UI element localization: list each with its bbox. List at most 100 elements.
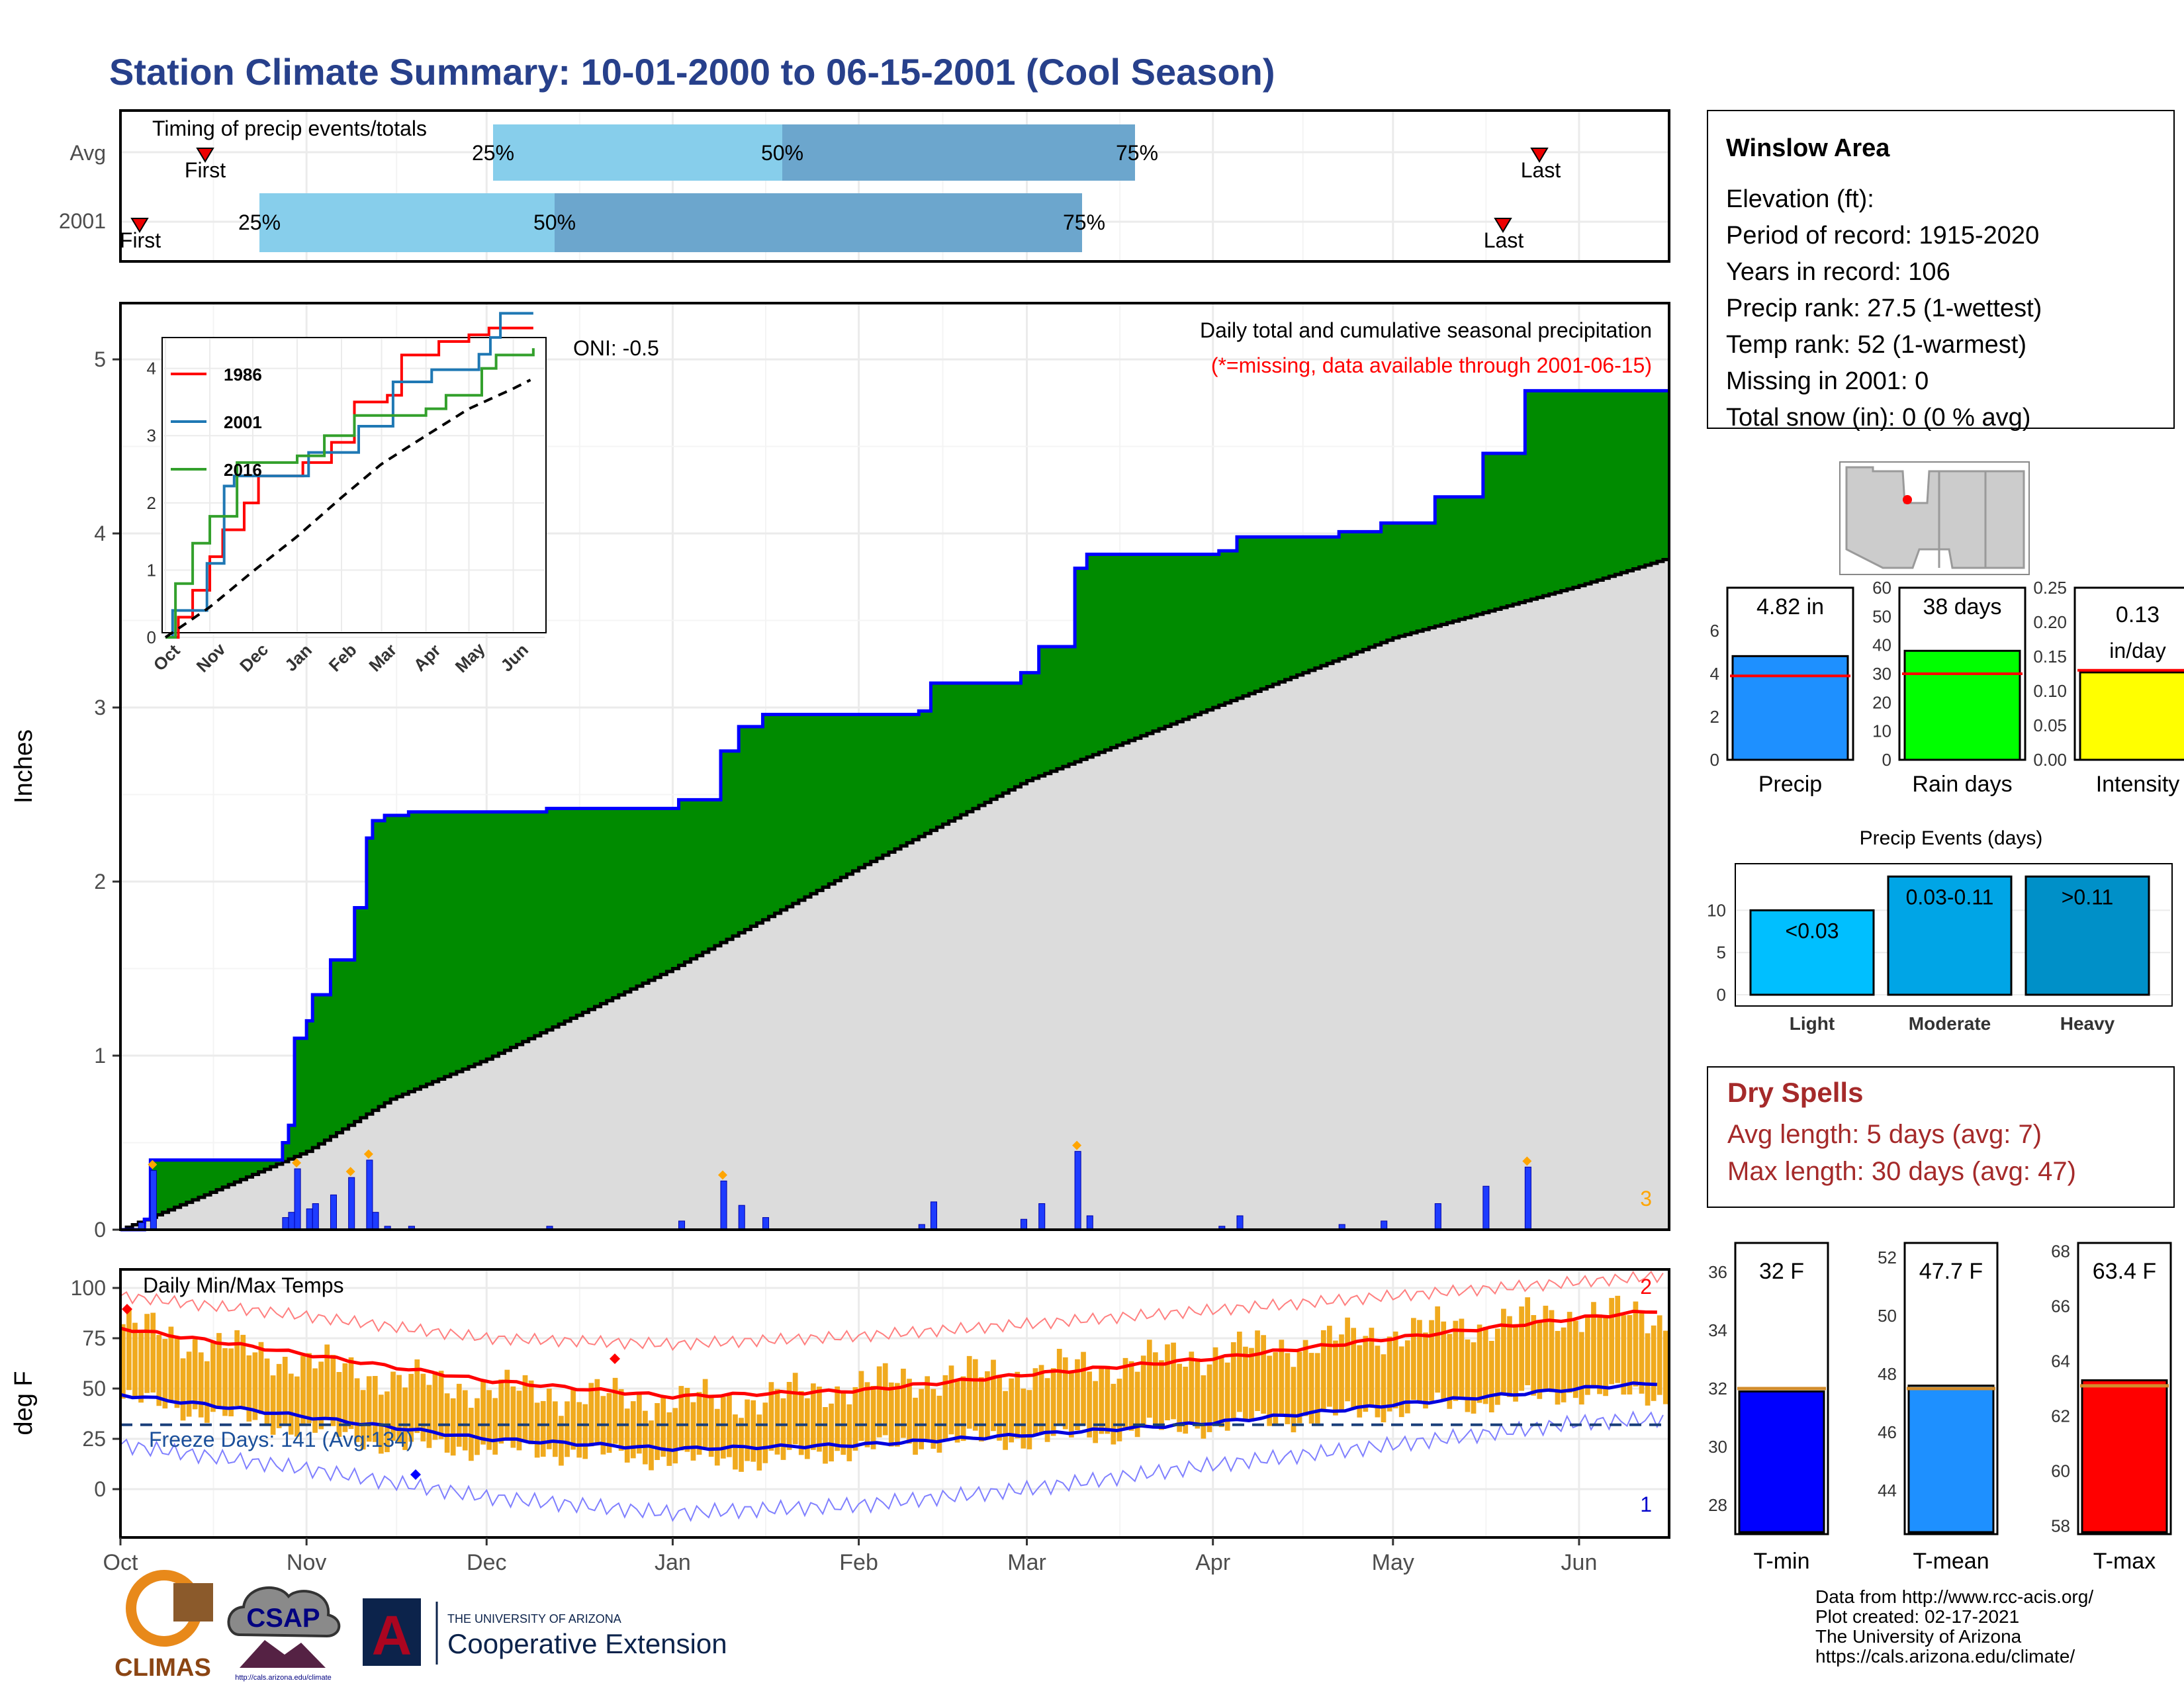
climas-logo: CLIMAS (114, 1570, 213, 1682)
events-category-label: Light (1790, 1013, 1835, 1034)
temp-bar-tick-label: 44 (1878, 1481, 1897, 1500)
events-category-label: Moderate (1909, 1013, 1991, 1034)
precip-y-tick-label: 4 (94, 522, 106, 545)
temp-bar-tick-label: 60 (2051, 1461, 2070, 1481)
temp-y-axis-title: deg F (10, 1371, 38, 1435)
freeze-days-label: Freeze Days: 141 (Avg:134) (149, 1428, 414, 1451)
precip-panel-frame (119, 302, 1670, 1231)
precip-y-tick-label: 3 (94, 696, 106, 719)
events-bar-moderate (1887, 875, 2013, 996)
temp-bar-tick-label: 50 (1878, 1306, 1897, 1326)
station-info-line: Precip rank: 27.5 (1-wettest) (1726, 295, 2042, 322)
temp-panel-frame (119, 1268, 1670, 1539)
missing-data-note: (*=missing, data available through 2001-… (1211, 353, 1652, 377)
daily-precip-bar (294, 1168, 301, 1230)
temp-bar-value-label: 63.4 F (2093, 1259, 2156, 1284)
precip-panel: 0 1 2 3 4 5 Inches ONI: -0.5 Daily total and … (10, 302, 1670, 1242)
temp-y-tick-label: 0 (94, 1477, 106, 1501)
legend-label-2001: 2001 (224, 412, 262, 432)
oni-label: ONI: -0.5 (573, 336, 659, 360)
footer-line-university: The University of Arizona (1815, 1626, 2022, 1647)
dry-spells-box: Dry Spells Avg length: 5 days (avg: 7) M… (1707, 1066, 2175, 1208)
csap-logo: CSAP http://cals.arizona.edu/climate (227, 1586, 341, 1682)
temp-bar-t-mean (1907, 1385, 1995, 1533)
temp-bar-tick-label: 34 (1708, 1320, 1727, 1340)
mini-bar-value-label: 0.13 (2116, 602, 2160, 627)
station-info-line: Period of record: 1915-2020 (1726, 222, 2039, 250)
inset-y-tick-label: 1 (147, 560, 156, 580)
temp-bar-tick-label: 48 (1878, 1364, 1897, 1384)
timing-row-2001-label: 2001 (59, 209, 106, 233)
avg-first-marker (196, 148, 214, 163)
x-axis-month-label: Feb (839, 1550, 878, 1575)
temp-bar-t-max (2081, 1379, 2168, 1533)
events-tick-label: 10 (1707, 900, 1726, 920)
daily-precip-bar (1038, 1203, 1046, 1230)
avg-p75-label: 75% (1116, 141, 1158, 165)
station-name: Winslow Area (1726, 134, 1890, 162)
timing-panel: Timing of precip events/totals Avg 2001 … (59, 109, 1670, 263)
temp-bar-name: T-max (2093, 1549, 2156, 1574)
dry-spells-avg-length: Avg length: 5 days (avg: 7) (1727, 1120, 2042, 1149)
daily-precip-bar (720, 1180, 727, 1230)
record-low-count: 1 (1640, 1492, 1652, 1516)
daily-precip-bar (306, 1208, 313, 1230)
daily-precip-bar (738, 1205, 745, 1230)
daily-precip-bar (288, 1212, 295, 1230)
station-info-line: Elevation (ft): (1726, 185, 1874, 213)
inset-y-tick-label: 0 (147, 627, 156, 647)
csap-cloud-icon (227, 1586, 341, 1638)
2001-last-marker (1494, 218, 1512, 233)
precip-y-tick-label: 5 (94, 347, 106, 371)
mini-bar-tick-label: 6 (1710, 621, 1719, 641)
inset-y-tick-label: 4 (147, 359, 156, 379)
precip-y-tick-label: 2 (94, 870, 106, 893)
daily-precip-bar (1434, 1203, 1441, 1230)
average-min-line (120, 1381, 1657, 1452)
daily-precip-bar (282, 1217, 289, 1230)
mini-bar-value-unit: in/day (2109, 639, 2165, 663)
temp-y-tick-label: 50 (82, 1377, 106, 1400)
2001-timing-second-half (555, 193, 1082, 252)
mini-bar-tick-label: 0.00 (2033, 750, 2067, 770)
record-high-count: 2 (1640, 1275, 1652, 1299)
extreme-precip-marker (1072, 1140, 1082, 1150)
temp-bar-name: T-min (1754, 1549, 1810, 1574)
mini-bar-name: Rain days (1912, 772, 2012, 797)
average-max-line (120, 1309, 1657, 1400)
mini-bar-tick-label: 0 (1710, 750, 1719, 770)
footer-credits: Data from http://www.rcc-acis.org/ Plot … (1815, 1586, 2093, 1667)
footer-line-url: https://cals.arizona.edu/climate/ (1815, 1646, 2075, 1667)
temp-y-tick-label: 100 (71, 1276, 106, 1300)
record-high-marker (610, 1353, 620, 1364)
station-info-line: Total snow (in): 0 (0 % avg) (1726, 404, 2030, 432)
inset-line-2016 (165, 348, 535, 639)
events-bar-light (1749, 909, 1875, 996)
mini-bar-tick-label: 10 (1872, 721, 1891, 741)
mini-bar-intensity (2079, 671, 2184, 761)
station-info-line: Temp rank: 52 (1-warmest) (1726, 331, 2026, 359)
daily-precip-bar (762, 1217, 770, 1230)
precip-panel-caption: Daily total and cumulative seasonal prec… (1200, 318, 1652, 342)
season-temperature-bars: 32 F 28 30 32 34 36 T-min 47.7 F 44 46 48 50 52 T-mea… (1708, 1241, 2172, 1574)
daily-precip-bar (1524, 1166, 1531, 1230)
2001-p75-label: 75% (1063, 210, 1105, 234)
temp-bar-t-min (1738, 1390, 1825, 1533)
mini-bar-value-label: 4.82 in (1756, 594, 1824, 619)
page-title: Station Climate Summary: 10-01-2000 to 0… (109, 51, 1275, 93)
ua-logo-block (363, 1598, 421, 1666)
x-axis-month-label: May (1372, 1550, 1414, 1575)
avg-last-label: Last (1521, 158, 1561, 182)
events-category-label: Heavy (2060, 1013, 2115, 1034)
temp-panel: 0 25 50 75 100 Daily Min/Max Temps Freeze Da… (10, 1268, 1670, 1575)
temp-bar-tick-label: 68 (2051, 1241, 2070, 1261)
mini-bar-name: Intensity (2096, 772, 2180, 797)
events-tick-label: 5 (1717, 942, 1726, 962)
temp-bar-tick-label: 46 (1878, 1422, 1897, 1442)
record-low-marker (410, 1469, 421, 1480)
season-total-bars: 4.82 in 0 2 4 6 Precip 38 days 0 10 20 30 40 50 60 Rai… (1710, 578, 2184, 797)
station-info-line: Missing in 2001: 0 (1726, 367, 1929, 395)
daily-precip-bar (348, 1177, 355, 1230)
avg-timing-first-half (493, 124, 782, 181)
mini-bar-tick-label: 30 (1872, 664, 1891, 684)
